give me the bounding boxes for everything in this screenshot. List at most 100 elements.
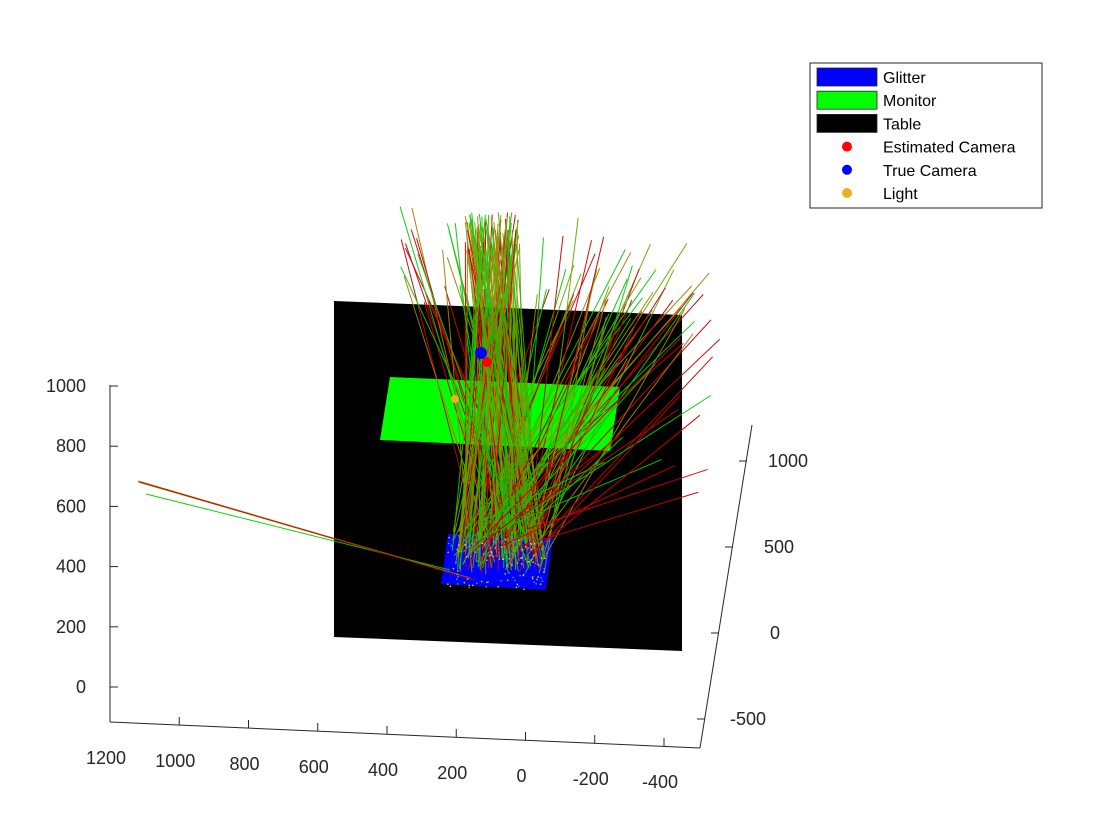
y-tick-label: -500 [730, 709, 766, 729]
ray-line [516, 240, 592, 564]
glitter-speckle [540, 577, 542, 579]
ray-line [527, 333, 694, 555]
x-tick-label: 1000 [155, 751, 195, 771]
ray-line [469, 214, 543, 563]
z-tick-label: 0 [76, 677, 86, 697]
ray-line [465, 215, 502, 554]
glitter-speckle [525, 558, 527, 560]
glitter-speckle [473, 543, 475, 545]
glitter-speckle [487, 581, 489, 583]
glitter-speckle [517, 585, 520, 587]
glitter-speckle [528, 561, 530, 563]
ray-line [524, 269, 675, 574]
glitter-speckle [463, 561, 465, 563]
ray-line [458, 212, 513, 570]
ray-line [512, 394, 712, 524]
glitter-speckle [527, 561, 529, 563]
glitter-speckle [480, 580, 483, 583]
ray-line [503, 239, 509, 568]
x-tick-label: -200 [573, 769, 609, 789]
glitter-speckle [533, 542, 536, 545]
glitter-speckle [458, 536, 461, 538]
glitter-speckle [502, 558, 505, 560]
ray-line [540, 265, 633, 565]
ray-line [459, 217, 508, 532]
glitter-speckle [520, 557, 522, 559]
glitter-speckle [507, 579, 509, 581]
z-ticks: 0 200 400 600 800 1000 [46, 376, 118, 697]
ray-line [543, 294, 591, 574]
glitter-speckle [456, 548, 458, 551]
z-tick-label: 400 [56, 557, 86, 577]
glitter-speckle [488, 555, 491, 557]
ray-line [482, 459, 662, 538]
x-axis-line [109, 721, 701, 749]
ray-line [533, 414, 701, 552]
legend-marker [842, 188, 852, 198]
glitter-speckle [521, 548, 524, 551]
ray-line [468, 248, 514, 548]
ray-line [453, 320, 695, 556]
glitter-speckle [523, 554, 525, 556]
x-tick-label: 1200 [86, 748, 126, 768]
glitter-speckle [482, 553, 485, 555]
glitter-speckle [543, 571, 545, 573]
ray-line [538, 308, 686, 568]
glitter-speckle [520, 563, 523, 565]
x-tick-label: 400 [368, 760, 398, 780]
legend-marker [842, 141, 852, 152]
z-tick-label: 800 [56, 436, 86, 456]
ray-line [530, 394, 681, 558]
ray-line [417, 253, 530, 569]
glitter-speckle [537, 563, 539, 566]
ray-line [511, 237, 541, 542]
legend-label: Estimated Camera [883, 140, 1016, 157]
glitter-speckle [508, 551, 510, 554]
glitter-speckle [543, 568, 545, 570]
glitter-speckle [526, 541, 528, 543]
glitter-speckle [533, 555, 535, 557]
glitter-speckle [464, 543, 466, 546]
ray-line [459, 285, 509, 574]
glitter-speckle [466, 556, 468, 558]
glitter-speckle [530, 559, 532, 561]
ray-line [482, 223, 499, 528]
glitter-speckle [535, 562, 537, 565]
ray-line [487, 229, 517, 569]
glitter-speckle [458, 544, 460, 546]
ray-line [481, 461, 605, 522]
ray-line [462, 249, 626, 566]
glitter-speckle [539, 583, 542, 585]
ray-line [503, 364, 656, 529]
glitter-speckle [500, 579, 502, 582]
glitter-speckle [501, 546, 503, 548]
glitter-speckle [490, 551, 493, 554]
ray-line [539, 325, 607, 526]
y-tick-label: 0 [770, 623, 780, 643]
glitter-speckle [508, 572, 510, 574]
light-marker [451, 395, 459, 403]
ray-line [482, 264, 575, 532]
ray-line [540, 356, 713, 540]
glitter-speckle [458, 551, 460, 553]
glitter-speckle [457, 570, 459, 572]
glitter-speckle [457, 583, 459, 585]
glitter-speckle [470, 555, 472, 557]
z-tick-label: 1000 [46, 376, 86, 396]
glitter-speckle [506, 565, 508, 567]
ray-line [514, 409, 679, 522]
x-tick-label: 800 [229, 754, 259, 774]
z-tick-label: 600 [56, 496, 86, 516]
glitter-speckle [449, 585, 451, 587]
glitter-speckle [447, 551, 449, 554]
glitter-speckle [512, 576, 514, 579]
glitter-speckle [541, 580, 544, 582]
z-tick-label: 200 [56, 617, 86, 637]
glitter-speckle [463, 582, 466, 584]
ray-line [524, 367, 606, 528]
glitter-speckle [515, 586, 518, 588]
glitter-speckle [486, 581, 488, 584]
glitter-speckle [492, 555, 494, 557]
ray-line [519, 299, 633, 573]
